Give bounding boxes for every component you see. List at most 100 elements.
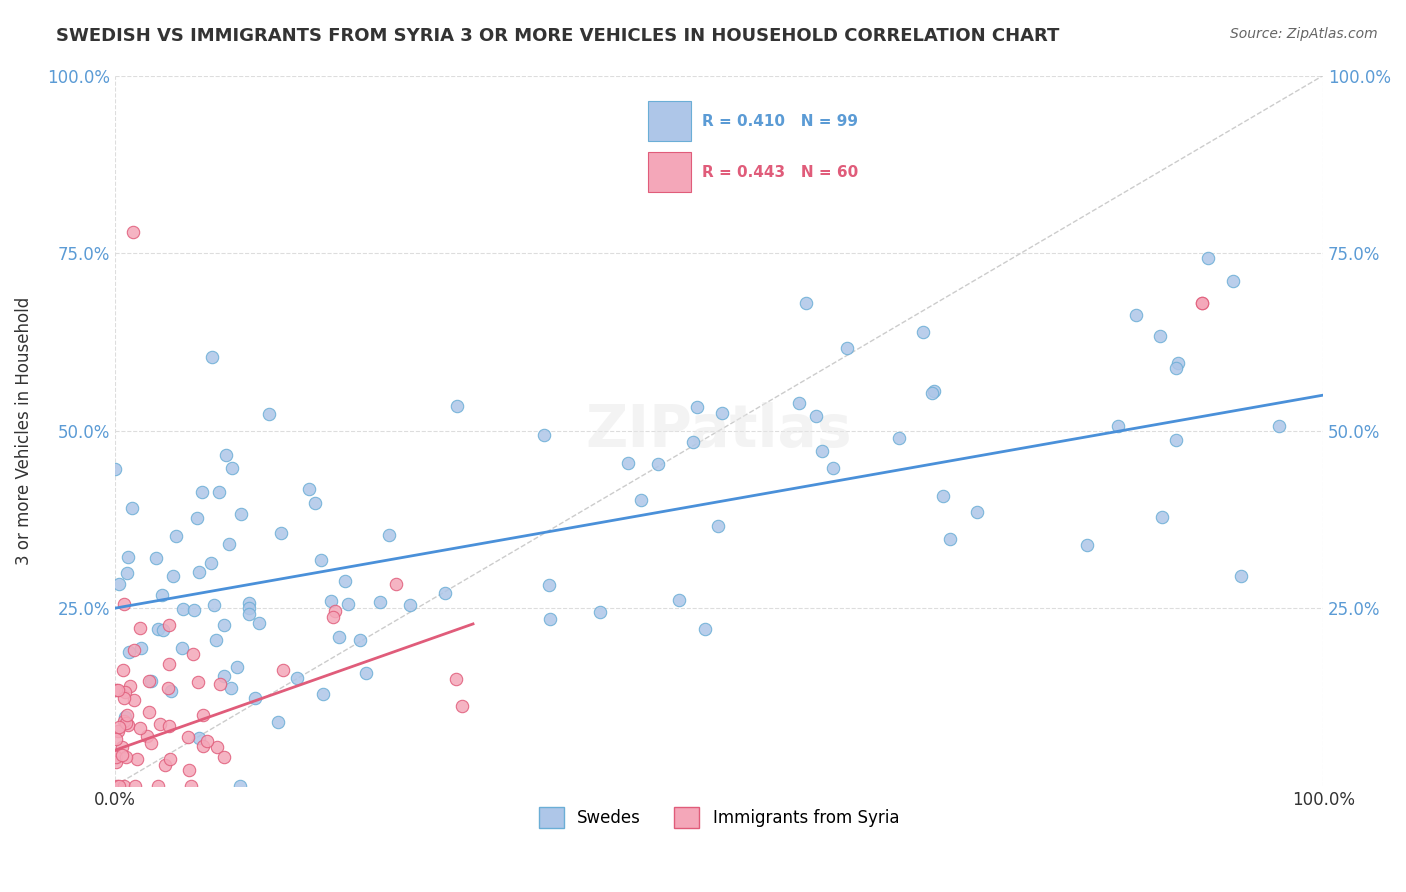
Immigrants from Syria <box>112 663 135 677</box>
Swedes <box>145 551 167 566</box>
Swedes <box>212 669 235 683</box>
Swedes <box>129 641 152 656</box>
Swedes <box>215 448 238 462</box>
Immigrants from Syria <box>135 729 157 743</box>
Swedes <box>104 462 127 476</box>
Swedes <box>1230 569 1253 583</box>
Immigrants from Syria <box>125 751 148 765</box>
Immigrants from Syria <box>155 757 177 772</box>
Swedes <box>1149 328 1171 343</box>
Swedes <box>1164 361 1187 376</box>
Swedes <box>238 601 260 615</box>
Swedes <box>152 624 174 638</box>
Swedes <box>356 665 378 680</box>
Text: SWEDISH VS IMMIGRANTS FROM SYRIA 3 OR MORE VEHICLES IN HOUSEHOLD CORRELATION CHA: SWEDISH VS IMMIGRANTS FROM SYRIA 3 OR MO… <box>56 27 1060 45</box>
Swedes <box>433 585 456 599</box>
Immigrants from Syria <box>1191 295 1213 310</box>
Swedes <box>108 576 131 591</box>
Swedes <box>309 553 332 567</box>
Immigrants from Syria <box>183 647 205 661</box>
Swedes <box>201 350 224 364</box>
Swedes <box>711 406 734 420</box>
Immigrants from Syria <box>108 720 131 734</box>
Immigrants from Syria <box>450 698 472 713</box>
Immigrants from Syria <box>157 719 180 733</box>
Swedes <box>686 401 709 415</box>
Swedes <box>922 384 945 398</box>
Swedes <box>630 492 652 507</box>
Swedes <box>787 396 810 410</box>
Immigrants from Syria <box>148 779 170 793</box>
Swedes <box>328 630 350 644</box>
Swedes <box>202 598 225 612</box>
Immigrants from Syria <box>177 730 200 744</box>
Immigrants from Syria <box>107 682 129 697</box>
Swedes <box>165 529 187 543</box>
Swedes <box>589 605 612 619</box>
Swedes <box>336 597 359 611</box>
Swedes <box>172 602 194 616</box>
Immigrants from Syria <box>191 739 214 753</box>
Swedes <box>533 428 555 442</box>
Swedes <box>186 510 208 524</box>
Immigrants from Syria <box>209 677 232 691</box>
Swedes <box>219 681 242 695</box>
Swedes <box>238 596 260 610</box>
Swedes <box>148 622 170 636</box>
Swedes <box>266 714 288 729</box>
Swedes <box>115 566 138 581</box>
Swedes <box>1164 433 1187 447</box>
Swedes <box>304 495 326 509</box>
Swedes <box>1268 418 1291 433</box>
Immigrants from Syria <box>112 597 135 611</box>
Swedes <box>647 457 669 471</box>
Immigrants from Syria <box>117 718 139 732</box>
Swedes <box>229 779 252 793</box>
Swedes <box>285 671 308 685</box>
Immigrants from Syria <box>128 622 150 636</box>
Swedes <box>218 537 240 551</box>
Swedes <box>229 508 252 522</box>
Immigrants from Syria <box>107 724 129 739</box>
Immigrants from Syria <box>108 779 131 793</box>
Swedes <box>298 483 321 497</box>
Immigrants from Syria <box>157 657 180 672</box>
Immigrants from Syria <box>110 748 132 763</box>
Immigrants from Syria <box>105 779 128 793</box>
Swedes <box>170 641 193 656</box>
Immigrants from Syria <box>446 673 468 687</box>
Swedes <box>538 612 561 626</box>
Swedes <box>1167 356 1189 370</box>
Immigrants from Syria <box>180 779 202 793</box>
Swedes <box>117 550 139 565</box>
Immigrants from Syria <box>105 682 128 697</box>
Swedes <box>226 659 249 673</box>
Text: Source: ZipAtlas.com: Source: ZipAtlas.com <box>1230 27 1378 41</box>
Immigrants from Syria <box>104 750 127 764</box>
Immigrants from Syria <box>159 752 181 766</box>
Immigrants from Syria <box>112 779 135 793</box>
Swedes <box>183 603 205 617</box>
Immigrants from Syria <box>138 673 160 688</box>
Swedes <box>837 341 859 355</box>
Swedes <box>1197 251 1219 265</box>
Swedes <box>208 484 231 499</box>
Immigrants from Syria <box>195 733 218 747</box>
Immigrants from Syria <box>187 674 209 689</box>
Immigrants from Syria <box>139 736 162 750</box>
Swedes <box>378 527 401 541</box>
Swedes <box>150 588 173 602</box>
Swedes <box>204 632 226 647</box>
Immigrants from Syria <box>322 610 344 624</box>
Immigrants from Syria <box>273 663 295 677</box>
Immigrants from Syria <box>205 740 228 755</box>
Swedes <box>121 500 143 515</box>
Immigrants from Syria <box>212 749 235 764</box>
Swedes <box>221 461 243 475</box>
Immigrants from Syria <box>179 763 201 777</box>
Swedes <box>349 632 371 647</box>
Swedes <box>887 431 910 445</box>
Swedes <box>247 615 270 630</box>
Swedes <box>190 484 212 499</box>
Immigrants from Syria <box>325 604 347 618</box>
